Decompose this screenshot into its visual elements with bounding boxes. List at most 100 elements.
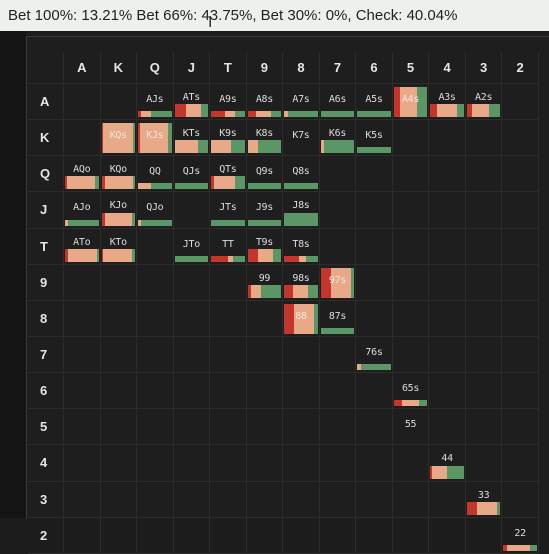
hand-cell[interactable]: A8s bbox=[246, 84, 284, 121]
hand-cell bbox=[283, 373, 320, 410]
hand-cell[interactable]: KQs bbox=[100, 120, 138, 157]
action-mix-bar bbox=[65, 219, 99, 226]
hand-cell bbox=[429, 373, 466, 410]
hand-cell bbox=[137, 481, 174, 518]
hand-label: A5s bbox=[365, 94, 383, 105]
hand-cell[interactable]: 44 bbox=[429, 445, 466, 482]
hand-cell bbox=[246, 336, 284, 374]
hand-cell[interactable]: 33 bbox=[465, 481, 503, 518]
hand-cell bbox=[173, 336, 211, 374]
hand-cell[interactable]: 87s bbox=[319, 300, 357, 337]
hand-cell[interactable]: 65s bbox=[392, 373, 430, 410]
hand-cell[interactable]: A3s bbox=[429, 84, 466, 121]
hand-cell bbox=[246, 409, 284, 446]
hand-cell[interactable]: TT bbox=[210, 228, 247, 265]
hand-cell[interactable]: K9s bbox=[210, 120, 247, 157]
bet-100-segment bbox=[65, 248, 69, 262]
bet-100-segment bbox=[138, 111, 142, 118]
hand-cell[interactable]: KTs bbox=[173, 120, 211, 157]
action-mix-bar bbox=[211, 176, 245, 190]
hand-cell[interactable]: K8s bbox=[246, 120, 284, 157]
bet-100-segment bbox=[101, 176, 105, 190]
hand-cell[interactable]: A4s bbox=[392, 84, 430, 121]
hand-label: K5s bbox=[365, 130, 383, 142]
hand-cell[interactable]: 99 bbox=[246, 264, 284, 301]
bet-100-segment bbox=[174, 104, 187, 118]
hand-cell[interactable]: K5s bbox=[356, 120, 393, 157]
hand-cell[interactable]: KJs bbox=[137, 120, 174, 157]
hand-cell[interactable]: A6s bbox=[319, 84, 357, 121]
hand-cell bbox=[429, 120, 466, 157]
hand-cell[interactable]: T8s bbox=[283, 228, 320, 265]
hand-cell[interactable]: A9s bbox=[210, 84, 247, 121]
hand-cell[interactable]: K6s bbox=[319, 120, 357, 157]
hand-cell[interactable]: J9s bbox=[246, 192, 284, 229]
hand-cell[interactable]: JTs bbox=[210, 192, 247, 229]
hand-cell[interactable]: T9s bbox=[246, 228, 284, 265]
check-segment bbox=[284, 183, 318, 190]
hand-cell[interactable]: Q9s bbox=[246, 156, 284, 193]
hand-cell[interactable]: JTo bbox=[173, 228, 211, 265]
hand-cell[interactable]: KJo bbox=[100, 192, 138, 229]
hand-cell[interactable]: J8s bbox=[283, 192, 320, 229]
hand-cell[interactable]: ATs bbox=[173, 84, 211, 121]
hand-cell bbox=[173, 481, 211, 518]
action-mix-bar bbox=[65, 248, 99, 262]
column-header: Q bbox=[137, 52, 174, 84]
hand-label: JTs bbox=[219, 202, 237, 214]
bet-66-segment bbox=[224, 111, 235, 118]
hand-cell bbox=[429, 228, 466, 265]
action-mix-bar bbox=[284, 303, 318, 334]
hand-cell bbox=[319, 373, 357, 410]
hand-cell[interactable]: AJo bbox=[64, 192, 101, 229]
hand-cell bbox=[392, 336, 430, 374]
hand-cell bbox=[465, 409, 503, 446]
action-mix-bar bbox=[211, 111, 245, 118]
hand-cell[interactable]: 97s bbox=[319, 264, 357, 301]
check-segment bbox=[198, 140, 209, 154]
hand-cell[interactable]: KQo bbox=[100, 156, 138, 193]
hand-cell bbox=[64, 84, 101, 121]
hand-label: K6s bbox=[328, 128, 347, 140]
hand-cell[interactable]: QTs bbox=[210, 156, 247, 193]
check-segment bbox=[418, 400, 428, 407]
hand-label: 87s bbox=[328, 310, 347, 322]
bet-100-segment bbox=[393, 400, 403, 407]
hand-cell bbox=[319, 409, 357, 446]
hand-cell[interactable]: A2s bbox=[465, 84, 503, 121]
hand-cell[interactable]: 55 bbox=[392, 409, 430, 446]
hand-cell[interactable]: QJo bbox=[137, 192, 174, 229]
hand-cell[interactable]: 88 bbox=[283, 300, 320, 337]
hand-cell[interactable]: A5s bbox=[356, 84, 393, 121]
hand-cell bbox=[64, 120, 101, 157]
action-mix-bar bbox=[357, 111, 391, 118]
hand-cell bbox=[210, 336, 247, 374]
hand-cell bbox=[137, 373, 174, 410]
hand-range-grid: A K Q J T 9 8 7 6 5 4 3 2 A AJs ATs A9s A8s A7s A6s A5s A4s A3… bbox=[28, 52, 539, 554]
hand-cell bbox=[392, 228, 430, 265]
action-mix-bar bbox=[393, 400, 428, 407]
hand-cell[interactable]: AJs bbox=[137, 84, 174, 121]
hand-cell[interactable]: K7s bbox=[283, 120, 320, 157]
hand-cell bbox=[356, 300, 393, 337]
hand-cell bbox=[502, 409, 539, 446]
hand-cell bbox=[465, 373, 503, 410]
hand-cell[interactable]: ATo bbox=[64, 228, 101, 265]
check-segment bbox=[287, 111, 318, 118]
hand-cell bbox=[502, 84, 539, 121]
hand-cell[interactable]: KTo bbox=[100, 228, 138, 265]
hand-cell[interactable]: Q8s bbox=[283, 156, 320, 193]
hand-cell[interactable]: QJs bbox=[173, 156, 211, 193]
row-header: J bbox=[28, 192, 64, 229]
hand-cell[interactable]: AQo bbox=[64, 156, 101, 193]
hand-cell[interactable]: 22 bbox=[502, 517, 539, 554]
check-segment bbox=[231, 140, 245, 154]
hand-cell[interactable]: 98s bbox=[283, 264, 320, 301]
action-mix-bar bbox=[247, 183, 282, 190]
hand-cell bbox=[429, 300, 466, 337]
check-segment bbox=[320, 111, 355, 118]
hand-cell[interactable]: A7s bbox=[283, 84, 320, 121]
hand-cell bbox=[64, 373, 101, 410]
hand-cell[interactable]: QQ bbox=[137, 156, 174, 193]
hand-cell[interactable]: 76s bbox=[356, 336, 393, 374]
